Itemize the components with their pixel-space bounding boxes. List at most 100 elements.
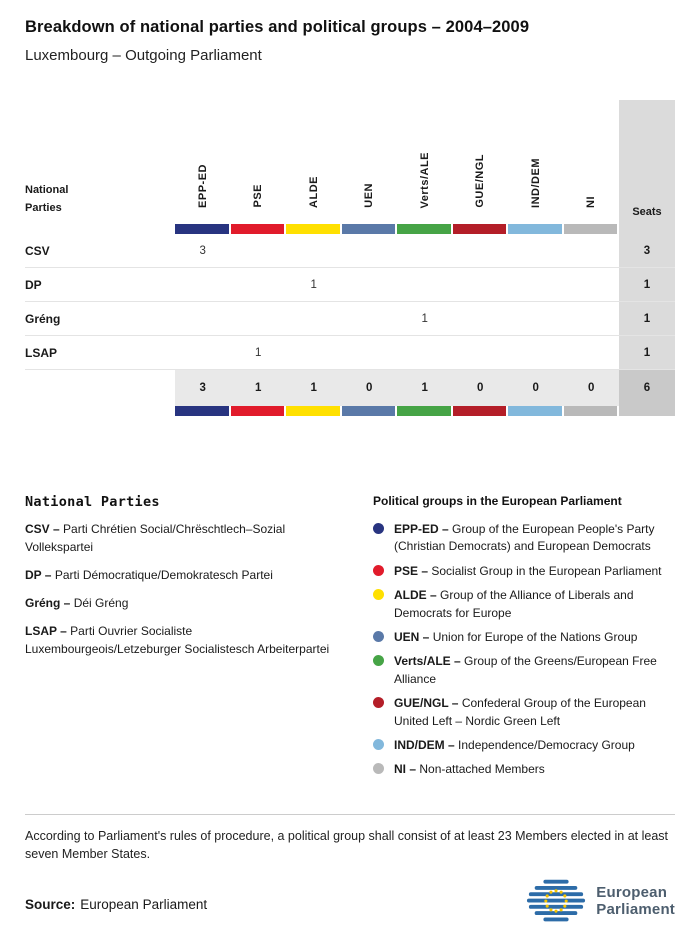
political-groups-legend: Political groups in the European Parliam… (373, 494, 675, 786)
value-cell (286, 336, 342, 369)
party-abbr: CSV – (25, 522, 60, 536)
seats-table: National Parties EPP-ED PSE ALDE UEN Ver… (25, 100, 675, 416)
seats-strip-cell (619, 406, 675, 416)
value-cell (231, 302, 287, 335)
value-cell (231, 268, 287, 301)
color-strip-ind-dem (508, 224, 564, 234)
value-cell: 1 (310, 278, 317, 291)
value-cell (453, 234, 509, 267)
total-cell: 1 (230, 370, 286, 406)
group-desc: Union for Europe of the Nations Group (432, 629, 638, 644)
total-cell: 0 (452, 370, 508, 406)
value-cell (175, 302, 231, 335)
color-strip-gue-ngl (452, 224, 508, 234)
value-cell (342, 234, 398, 267)
value-cell (564, 302, 620, 335)
color-strip-verts-ale (397, 224, 453, 234)
totals-row: 3 1 1 0 1 0 0 0 6 (25, 370, 675, 406)
color-strip-gue-ngl (452, 406, 508, 416)
value-cell (508, 336, 564, 369)
party-desc: Parti Chrétien Social/Chrëschtlech–Sozia… (25, 522, 286, 554)
table-header-row: National Parties EPP-ED PSE ALDE UEN Ver… (25, 100, 675, 224)
legend-item-epp-ed: EPP-ED – Group of the European People's … (373, 521, 675, 556)
legend-item-csv: CSV – Parti Chrétien Social/Chrëschtlech… (25, 520, 351, 556)
party-abbr: DP – (25, 568, 52, 582)
column-header-cell-alde: ALDE (286, 100, 342, 224)
political-groups-heading: Political groups in the European Parliam… (373, 494, 622, 508)
table-row-csv: CSV 3 3 (25, 234, 675, 268)
legend-item-uen: UEN – Union for Europe of the Nations Gr… (373, 629, 675, 646)
ep-logo-line1: European (596, 883, 668, 901)
color-strip-alde (286, 224, 342, 234)
column-header-cell-gue-ngl: GUE/NGL (453, 100, 509, 224)
column-header-cell-pse: PSE (231, 100, 287, 224)
column-header-cell-verts-ale: Verts/ALE (397, 100, 453, 224)
seats-cell: 1 (619, 336, 675, 369)
group-color-dot (373, 630, 384, 642)
column-header-ind-dem: IND/DEM (529, 158, 542, 208)
national-parties-heading: National Parties (25, 494, 160, 510)
seats-header: Seats (632, 206, 662, 218)
value-cell (397, 268, 453, 301)
value-cell (286, 234, 342, 267)
value-cell (508, 268, 564, 301)
value-cell (453, 336, 509, 369)
group-desc: Group of the European People's Party (Ch… (394, 522, 655, 554)
group-desc: Confederal Group of the European United … (394, 696, 646, 728)
column-header-cell-epp-ed: EPP-ED (175, 100, 231, 224)
column-header-alde: ALDE (307, 176, 320, 208)
party-desc: Déi Gréng (73, 596, 129, 610)
group-color-dot (373, 589, 384, 601)
page-subtitle: Luxembourg – Outgoing Parliament (25, 47, 262, 64)
row-header-cell: National Parties (25, 100, 175, 224)
party-desc: Parti Ouvrier Socialiste Luxembourgeois/… (25, 624, 330, 656)
ep-logo-text: European Parliament (596, 884, 675, 919)
legend: National Parties CSV – Parti Chrétien So… (25, 494, 675, 786)
party-abbr: Gréng – (25, 596, 71, 610)
source-value: European Parliament (80, 897, 208, 913)
national-parties-legend: National Parties CSV – Parti Chrétien So… (25, 494, 373, 786)
value-cell (397, 336, 453, 369)
total-cell: 0 (563, 370, 619, 406)
column-header-cell-uen: UEN (342, 100, 398, 224)
ep-logo-line2: Parliament (596, 901, 675, 919)
value-cell (342, 268, 398, 301)
value-cell (508, 234, 564, 267)
group-color-dot (373, 655, 384, 667)
strip-spacer-cell (25, 406, 175, 416)
value-cell (564, 268, 620, 301)
group-abbr: IND/DEM – (394, 737, 455, 752)
european-parliament-logo: European Parliament (525, 878, 675, 924)
seats-cell: 1 (619, 268, 675, 301)
total-cell: 0 (508, 370, 564, 406)
total-seats-cell: 6 (619, 370, 675, 406)
value-cell (453, 302, 509, 335)
color-strip-ni (563, 406, 619, 416)
ep-hemicycle-icon (527, 879, 586, 922)
source-label: Source: (25, 897, 76, 913)
column-header-pse: PSE (252, 184, 265, 208)
group-abbr: GUE/NGL – (394, 696, 459, 711)
legend-item-alde: ALDE – Group of the Alliance of Liberals… (373, 587, 675, 622)
legend-item-gue-ngl: GUE/NGL – Confederal Group of the Europe… (373, 695, 675, 730)
column-header-epp-ed: EPP-ED (196, 164, 209, 208)
group-abbr: NI – (394, 762, 417, 777)
color-strip-verts-ale (397, 406, 453, 416)
value-cell: 3 (199, 244, 206, 257)
group-desc: Socialist Group in the European Parliame… (431, 563, 662, 578)
party-name: CSV (25, 243, 50, 258)
value-cell (342, 336, 398, 369)
footnote-section: According to Parliament's rules of proce… (25, 813, 675, 865)
color-strip-pse (230, 224, 286, 234)
color-strip-epp-ed (175, 224, 231, 234)
group-desc: Group of the Alliance of Liberals and De… (394, 588, 634, 620)
party-name: LSAP (25, 345, 58, 360)
value-cell: 1 (421, 312, 428, 325)
color-strip-pse (230, 406, 286, 416)
value-cell (508, 302, 564, 335)
column-header-ni: NI (585, 196, 598, 208)
seats-header-cell: Seats (619, 100, 675, 224)
group-abbr: Verts/ALE – (394, 654, 461, 669)
group-color-dot (373, 564, 384, 576)
party-abbr: LSAP – (25, 624, 67, 638)
